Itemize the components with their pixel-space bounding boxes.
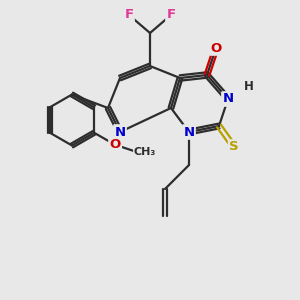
Text: S: S xyxy=(229,140,239,154)
Text: N: N xyxy=(222,92,234,106)
Text: N: N xyxy=(114,125,126,139)
Text: O: O xyxy=(210,41,222,55)
Text: CH₃: CH₃ xyxy=(133,147,155,157)
Text: N: N xyxy=(183,125,195,139)
Text: H: H xyxy=(244,80,254,94)
Text: F: F xyxy=(167,8,176,22)
Text: F: F xyxy=(124,8,134,22)
Text: O: O xyxy=(110,138,121,151)
